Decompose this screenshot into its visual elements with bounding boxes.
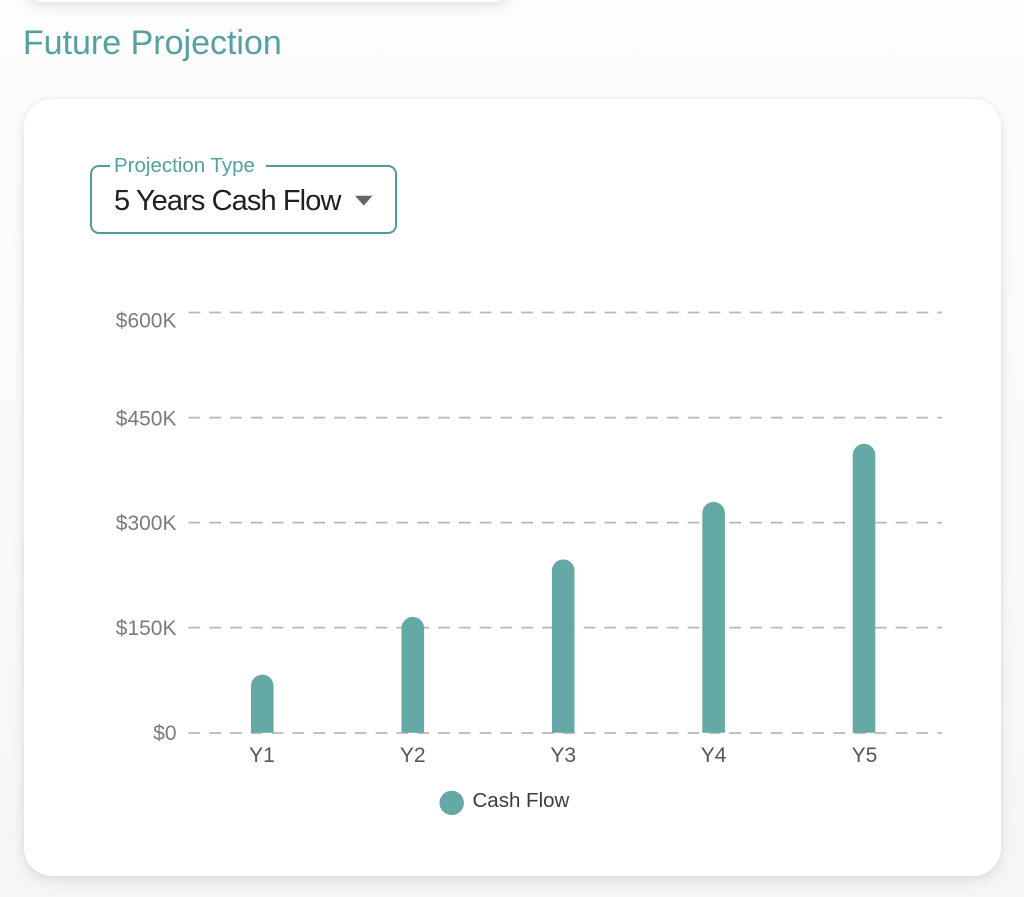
svg-text:Projection Type: Projection Type [114,154,255,177]
svg-text:$450K: $450K [116,408,177,431]
svg-text:Y3: Y3 [550,744,576,767]
svg-text:Cash Flow: Cash Flow [473,789,570,812]
svg-text:Future Projection: Future Projection [23,24,282,62]
svg-text:$150K: $150K [116,617,177,640]
svg-text:Y5: Y5 [852,744,878,767]
svg-text:5 Years Cash Flow: 5 Years Cash Flow [114,185,342,217]
svg-text:$600K: $600K [116,309,177,332]
svg-text:Y4: Y4 [701,744,727,767]
svg-text:Y2: Y2 [400,744,426,767]
svg-text:$0: $0 [153,722,176,745]
svg-text:Y1: Y1 [249,744,275,767]
svg-text:$300K: $300K [116,512,177,535]
